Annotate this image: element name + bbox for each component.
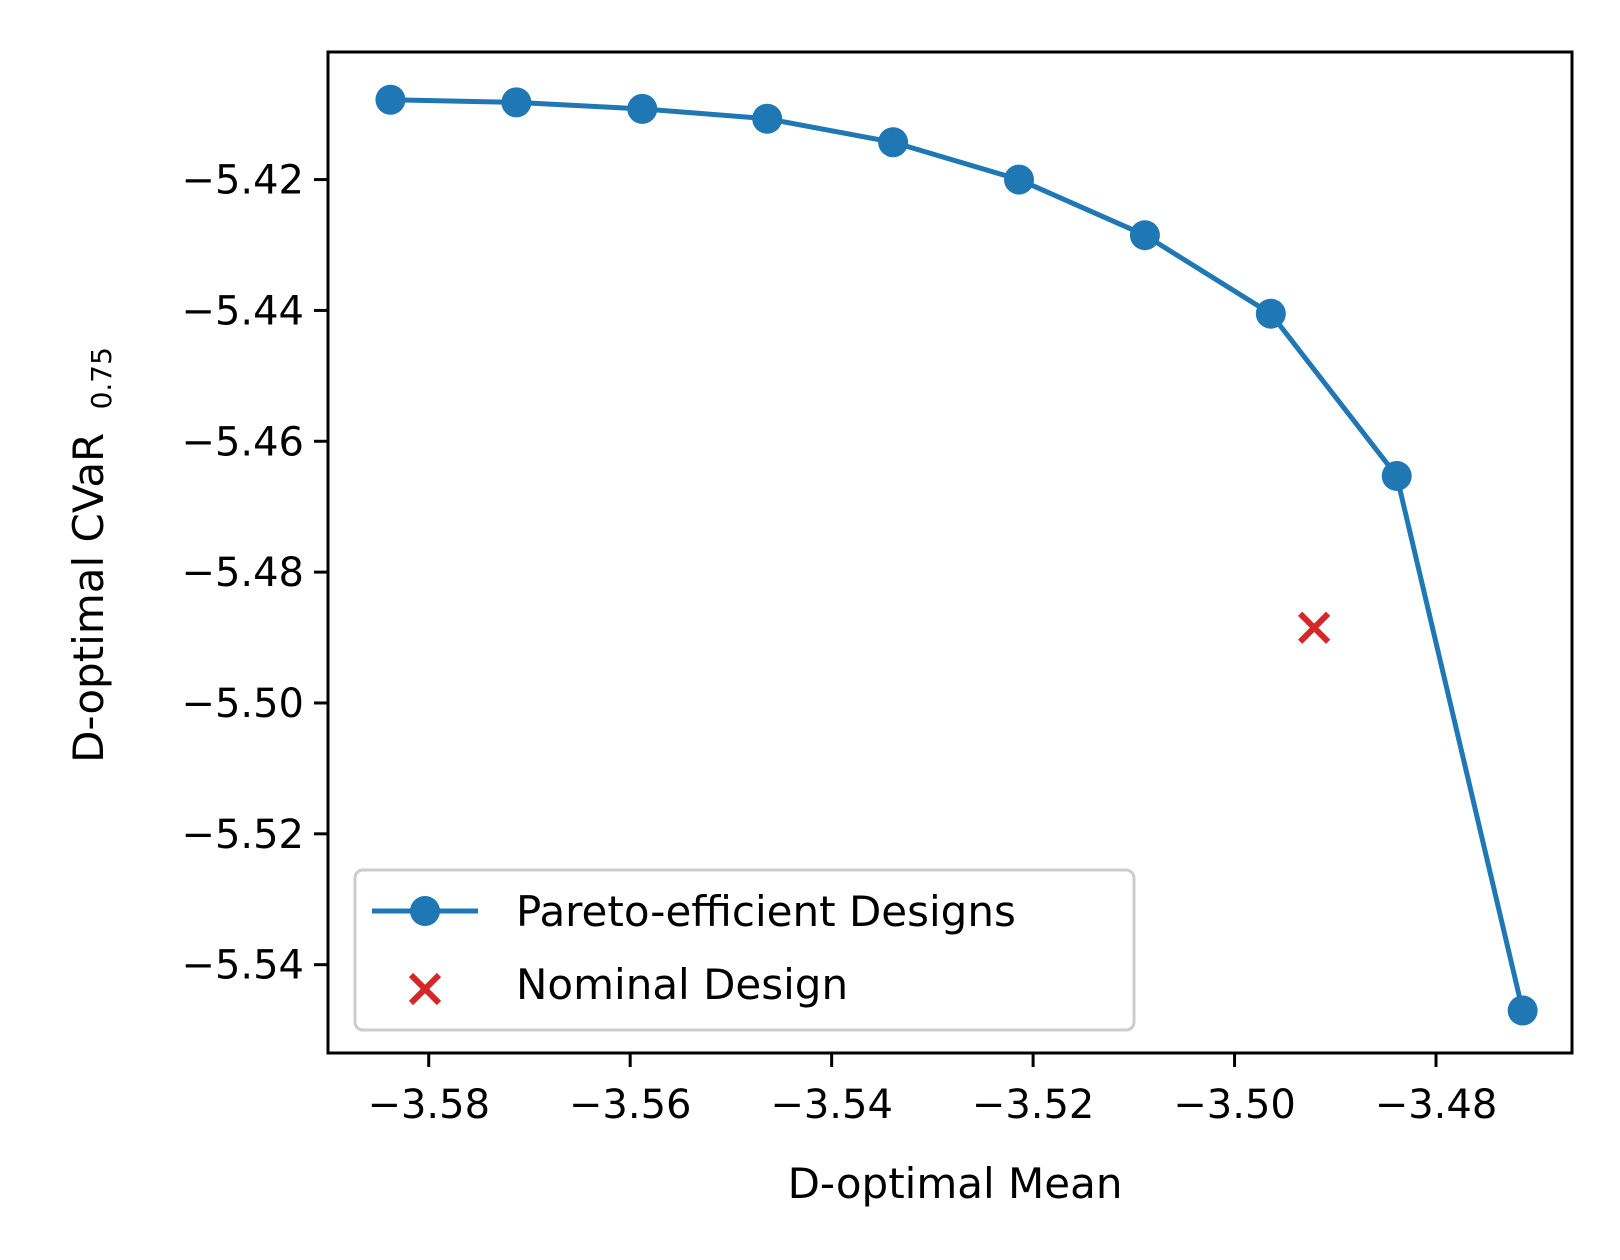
x-tick-label: −3.48	[1375, 1082, 1498, 1128]
pareto-point	[1003, 164, 1034, 195]
x-tick-label: −3.56	[569, 1082, 692, 1128]
legend-label-nominal: Nominal Design	[516, 960, 848, 1009]
pareto-point	[1381, 460, 1412, 491]
legend-label-pareto: Pareto-efficient Designs	[516, 887, 1016, 936]
y-axis-label-subscript: 0.75	[85, 347, 118, 409]
legend-marker-pareto	[410, 896, 440, 926]
x-axis-label: D-optimal Mean	[788, 1159, 1123, 1208]
pareto-point	[1255, 298, 1286, 329]
y-tick-label: −5.42	[181, 158, 304, 204]
y-tick-label: −5.46	[181, 419, 304, 465]
pareto-point	[752, 103, 783, 134]
plot-frame	[326, 50, 1574, 1055]
nominal-x-stroke	[1298, 611, 1331, 644]
legend-box	[353, 868, 1136, 1032]
y-axis-label-main: D-optimal CVaR	[64, 433, 113, 763]
pareto-point	[878, 127, 909, 158]
pareto-point	[375, 84, 406, 115]
plot-marks	[375, 84, 1538, 1026]
x-tick-label: −3.50	[1173, 1082, 1296, 1128]
x-axis-ticks: −3.58 −3.56 −3.54 −3.52 −3.50 −3.48	[367, 1053, 1497, 1128]
legend-marker-nominal	[408, 972, 442, 1006]
y-tick-label: −5.54	[181, 943, 304, 989]
x-tick-label: −3.54	[770, 1082, 893, 1128]
pareto-point	[501, 87, 532, 118]
pareto-series-line	[390, 97, 1526, 1012]
y-axis-label-group: D-optimal CVaR 0.75	[64, 347, 118, 763]
y-tick-label: −5.52	[181, 812, 304, 858]
pareto-point	[1129, 220, 1160, 251]
legend: Pareto-efficient Designs Nominal Design	[353, 868, 1136, 1032]
pareto-point	[627, 93, 658, 124]
y-axis-ticks: −5.42 −5.44 −5.46 −5.48 −5.50 −5.52 −5.54	[181, 158, 328, 989]
y-tick-label: −5.44	[181, 288, 304, 334]
y-tick-label: −5.48	[181, 550, 304, 596]
y-tick-label: −5.50	[181, 681, 304, 727]
nominal-design-point	[1298, 611, 1331, 644]
pareto-point	[1507, 995, 1538, 1026]
y-axis-label: D-optimal CVaR 0.75	[64, 347, 118, 763]
x-tick-label: −3.52	[972, 1082, 1095, 1128]
x-tick-label: −3.58	[367, 1082, 490, 1128]
